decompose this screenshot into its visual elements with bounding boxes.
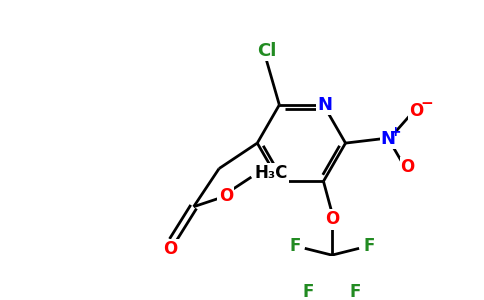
Text: N: N: [318, 96, 333, 114]
Text: H₃C: H₃C: [255, 164, 288, 182]
Text: O: O: [164, 240, 178, 258]
Text: O: O: [400, 158, 415, 176]
Text: O: O: [409, 102, 423, 120]
Text: O: O: [325, 211, 339, 229]
Text: Cl: Cl: [257, 42, 276, 60]
Text: O: O: [219, 187, 233, 205]
Text: +: +: [390, 125, 401, 139]
Text: −: −: [421, 96, 433, 111]
Text: N: N: [380, 130, 395, 148]
Text: F: F: [289, 237, 301, 255]
Text: F: F: [363, 237, 375, 255]
Text: F: F: [350, 283, 361, 300]
Text: F: F: [303, 283, 314, 300]
